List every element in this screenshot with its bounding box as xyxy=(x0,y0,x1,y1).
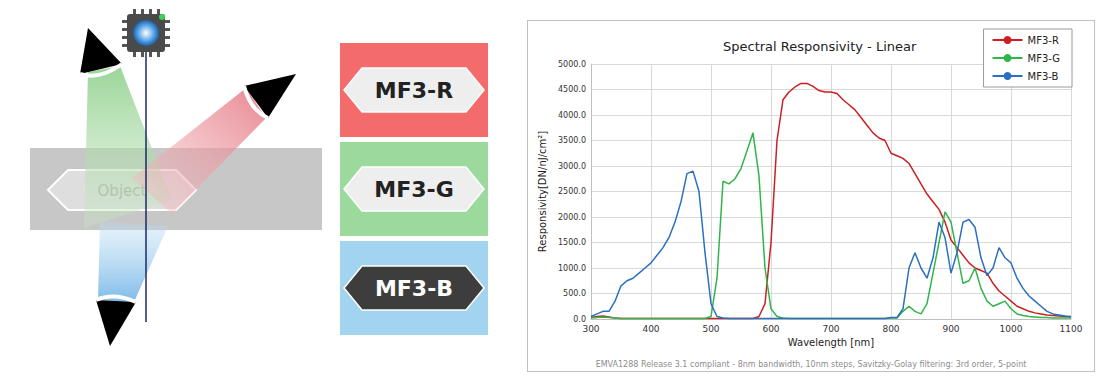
svg-text:Responsivity[DN/nJ/cm²]: Responsivity[DN/nJ/cm²] xyxy=(537,131,548,253)
svg-text:700: 700 xyxy=(822,324,839,334)
svg-text:1100: 1100 xyxy=(1060,324,1083,334)
svg-text:1000.0: 1000.0 xyxy=(558,264,586,273)
svg-text:500: 500 xyxy=(702,324,719,334)
svg-text:MF3-B: MF3-B xyxy=(1028,71,1059,82)
svg-text:Wavelength [nm]: Wavelength [nm] xyxy=(788,337,874,348)
svg-text:3000.0: 3000.0 xyxy=(558,162,586,171)
svg-text:4500.0: 4500.0 xyxy=(558,85,586,94)
svg-text:500.0: 500.0 xyxy=(563,289,586,298)
svg-text:MF3-G: MF3-G xyxy=(1028,53,1060,64)
svg-text:EMVA1288 Release 3.1 compliant: EMVA1288 Release 3.1 compliant - 8nm ban… xyxy=(596,360,1027,369)
svg-text:4000.0: 4000.0 xyxy=(558,111,586,120)
svg-text:MF3-R: MF3-R xyxy=(375,78,453,103)
svg-text:1500.0: 1500.0 xyxy=(558,238,586,247)
svg-text:MF3-G: MF3-G xyxy=(374,177,453,202)
svg-text:600: 600 xyxy=(762,324,779,334)
svg-text:0.0: 0.0 xyxy=(573,315,586,324)
svg-text:2000.0: 2000.0 xyxy=(558,213,586,222)
svg-text:800: 800 xyxy=(882,324,899,334)
svg-text:Spectral Responsivity - Linear: Spectral Responsivity - Linear xyxy=(723,39,917,54)
svg-text:MF3-R: MF3-R xyxy=(1028,35,1059,46)
svg-text:MF3-B: MF3-B xyxy=(375,276,453,301)
svg-text:1000: 1000 xyxy=(1000,324,1023,334)
svg-text:300: 300 xyxy=(582,324,599,334)
svg-text:2500.0: 2500.0 xyxy=(558,187,586,196)
svg-text:400: 400 xyxy=(642,324,659,334)
svg-text:900: 900 xyxy=(942,324,959,334)
svg-text:5000.0: 5000.0 xyxy=(558,60,586,69)
svg-text:3500.0: 3500.0 xyxy=(558,136,586,145)
